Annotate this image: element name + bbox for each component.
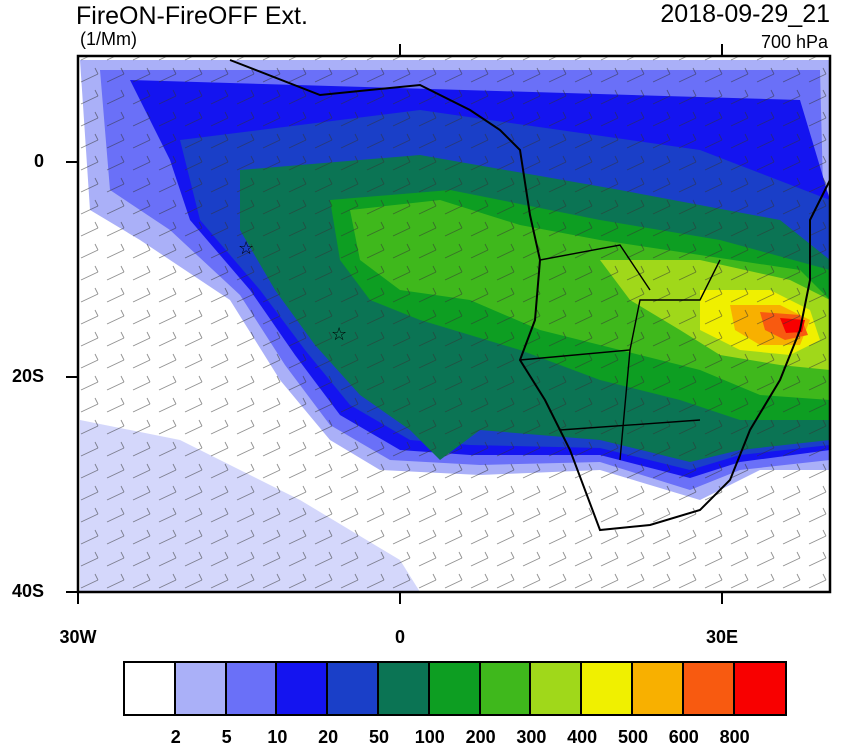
colorbar-swatch (582, 663, 633, 714)
x-tick-label: 30W (59, 627, 97, 647)
colorbar-label: 600 (668, 727, 699, 747)
units-label: (1/Mm) (80, 29, 137, 49)
colorbar-swatch (632, 663, 684, 714)
colorbar (123, 661, 788, 716)
colorbar-label: 200 (465, 727, 496, 747)
colorbar-swatch (683, 663, 735, 714)
x-tick-label: 30E (705, 627, 739, 647)
colorbar-swatch (734, 663, 786, 714)
pressure-level-label: 700 hPa (760, 32, 828, 52)
colorbar-swatch (125, 663, 176, 714)
colorbar-swatch (175, 663, 227, 714)
colorbar-swatch (226, 663, 278, 714)
colorbar-label: 400 (567, 727, 598, 747)
colorbar-label: 20 (318, 727, 339, 747)
colorbar-swatch (277, 663, 329, 714)
y-tick-label: 40S (11, 581, 44, 601)
site-marker-star: ☆ (331, 324, 347, 345)
site-marker-star: ☆ (238, 238, 254, 259)
colorbar-label: 300 (516, 727, 547, 747)
plot-title: FireON-FireOFF Ext. (76, 2, 308, 30)
y-tick-label: 20S (11, 366, 44, 386)
extinction-field: ☆ ☆ (78, 56, 830, 592)
colorbar-label: 50 (368, 727, 390, 747)
colorbar-swatch (328, 663, 379, 714)
plot-frame (76, 54, 832, 594)
colorbar-label: 100 (414, 727, 445, 747)
colorbar-swatch (480, 663, 532, 714)
colorbar-swatch (378, 663, 430, 714)
colorbar-label: 10 (267, 727, 288, 747)
colorbar-label: 5 (221, 727, 232, 747)
colorbar-swatch (429, 663, 481, 714)
colorbar-label: 2 (170, 727, 181, 747)
y-tick-label: 0 (33, 151, 44, 171)
x-tick-label: 0 (394, 627, 406, 647)
datetime-label: 2018-09-29_21 (660, 0, 830, 28)
colorbar-swatch (531, 663, 583, 714)
colorbar-label: 500 (617, 727, 649, 747)
colorbar-label: 800 (719, 727, 750, 747)
axis-ticks (66, 44, 723, 604)
